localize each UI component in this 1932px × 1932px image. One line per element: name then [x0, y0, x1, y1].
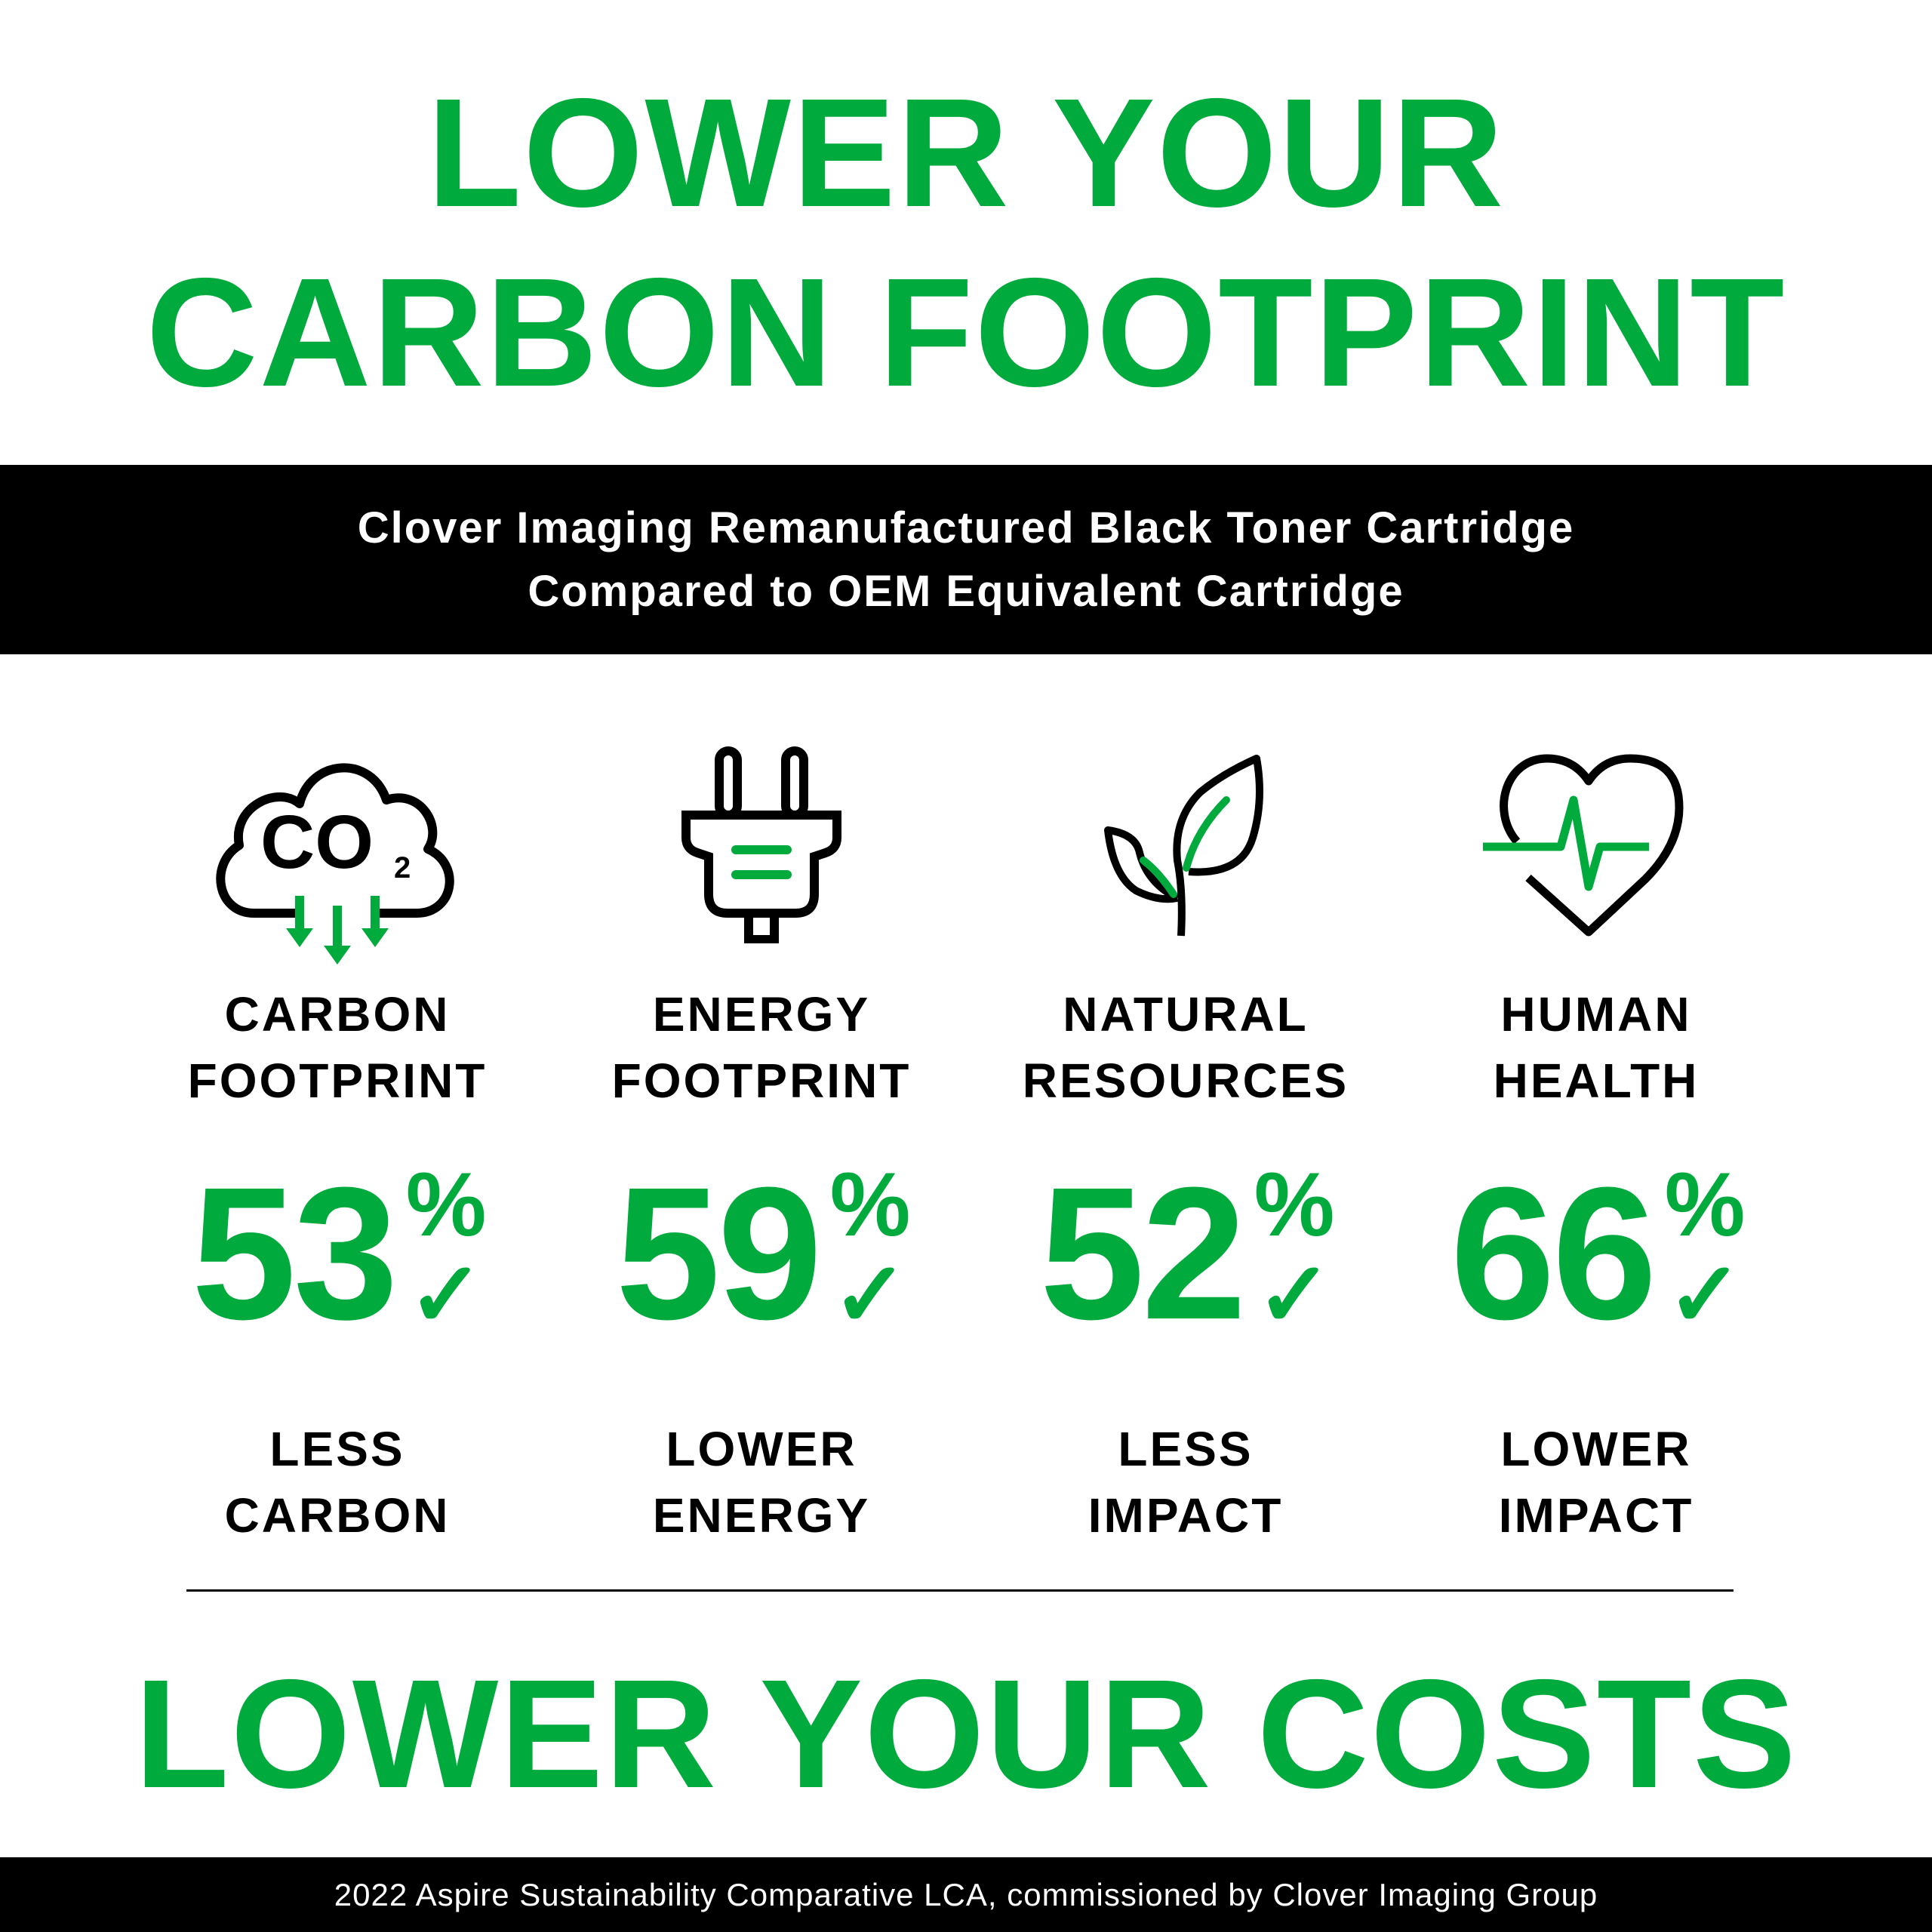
svg-text:CO: CO [260, 800, 374, 884]
co2-cloud-icon: CO 2 [216, 763, 454, 964]
metric-desc-2: IMPACT [1498, 1488, 1694, 1543]
svg-text:2: 2 [394, 851, 411, 884]
leaf-sprout-icon [1104, 755, 1263, 937]
headline-line2: CARBON FOOTPRINT [146, 246, 1786, 419]
headline-line1: LOWER YOUR [426, 66, 1506, 239]
metric-carbon: CARBON FOOTPRINT 53% ✓ LESS CARBON [126, 981, 549, 1549]
metric-value-block: 59% ✓ [615, 1148, 911, 1358]
costs-headline: LOWER YOUR COSTS [134, 1647, 1798, 1820]
footer-note: 2022 Aspire Sustainability Comparative L… [334, 1877, 1598, 1912]
subtitle-band: Clover Imaging Remanufactured Black Tone… [0, 465, 1932, 654]
metric-value: 52 [1039, 1148, 1247, 1358]
check-down-icon: ✓ [408, 1244, 485, 1346]
percent-sign: % [829, 1154, 911, 1255]
metric-desc-2: ENERGY [652, 1488, 871, 1543]
metric-natural-resources: NATURAL RESOURCES 52% ✓ LESS IMPACT [974, 981, 1397, 1549]
check-down-icon: ✓ [1256, 1244, 1333, 1346]
percent-sign: % [1254, 1154, 1335, 1255]
plug-icon [681, 746, 841, 943]
metric-label-2: HEALTH [1493, 1054, 1700, 1108]
metric-desc-1: LOWER [666, 1422, 857, 1476]
metric-label-1: NATURAL [1063, 987, 1309, 1041]
metric-label-1: HUMAN [1500, 987, 1692, 1041]
percent-sign: % [1664, 1154, 1746, 1255]
subtitle-line2: Compared to OEM Equivalent Cartridge [528, 567, 1404, 616]
check-down-icon: ✓ [832, 1244, 909, 1346]
heart-pulse-icon [1483, 754, 1684, 937]
metric-label-2: RESOURCES [1022, 1054, 1349, 1108]
subtitle-line1: Clover Imaging Remanufactured Black Tone… [357, 503, 1575, 552]
metric-desc-2: IMPACT [1088, 1488, 1284, 1543]
metric-value: 66 [1450, 1148, 1657, 1358]
check-down-icon: ✓ [1666, 1244, 1743, 1346]
metric-label-2: FOOTPRINT [611, 1054, 912, 1108]
metric-desc-1: LESS [1118, 1422, 1254, 1476]
metric-value-block: 52% ✓ [1039, 1148, 1335, 1358]
metric-value: 53 [191, 1148, 398, 1358]
metric-desc-2: CARBON [224, 1488, 451, 1543]
metric-value: 59 [615, 1148, 823, 1358]
metric-label-2: FOOTPRINT [187, 1054, 488, 1108]
metric-label-1: CARBON [224, 987, 451, 1041]
divider [186, 1589, 1734, 1592]
metric-human-health: HUMAN HEALTH 66% ✓ LOWER IMPACT [1385, 981, 1807, 1549]
metric-value-block: 53% ✓ [191, 1148, 487, 1358]
metric-desc-1: LOWER [1500, 1422, 1692, 1476]
metric-energy: ENERGY FOOTPRINT 59% ✓ LOWER ENERGY [550, 981, 973, 1549]
metric-desc-1: LESS [269, 1422, 405, 1476]
percent-sign: % [405, 1154, 487, 1255]
metric-label-1: ENERGY [652, 987, 871, 1041]
footer-band: 2022 Aspire Sustainability Comparative L… [0, 1857, 1932, 1932]
metric-value-block: 66% ✓ [1450, 1148, 1746, 1358]
